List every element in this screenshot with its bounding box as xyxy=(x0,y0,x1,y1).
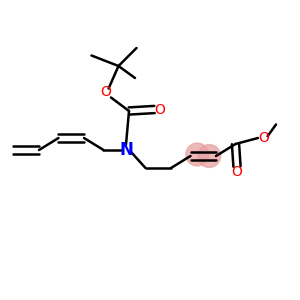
Text: O: O xyxy=(258,131,269,145)
Text: O: O xyxy=(154,103,165,116)
Circle shape xyxy=(186,143,209,166)
Text: O: O xyxy=(100,85,111,99)
Text: N: N xyxy=(119,141,133,159)
Text: O: O xyxy=(232,165,242,179)
Circle shape xyxy=(198,145,221,167)
